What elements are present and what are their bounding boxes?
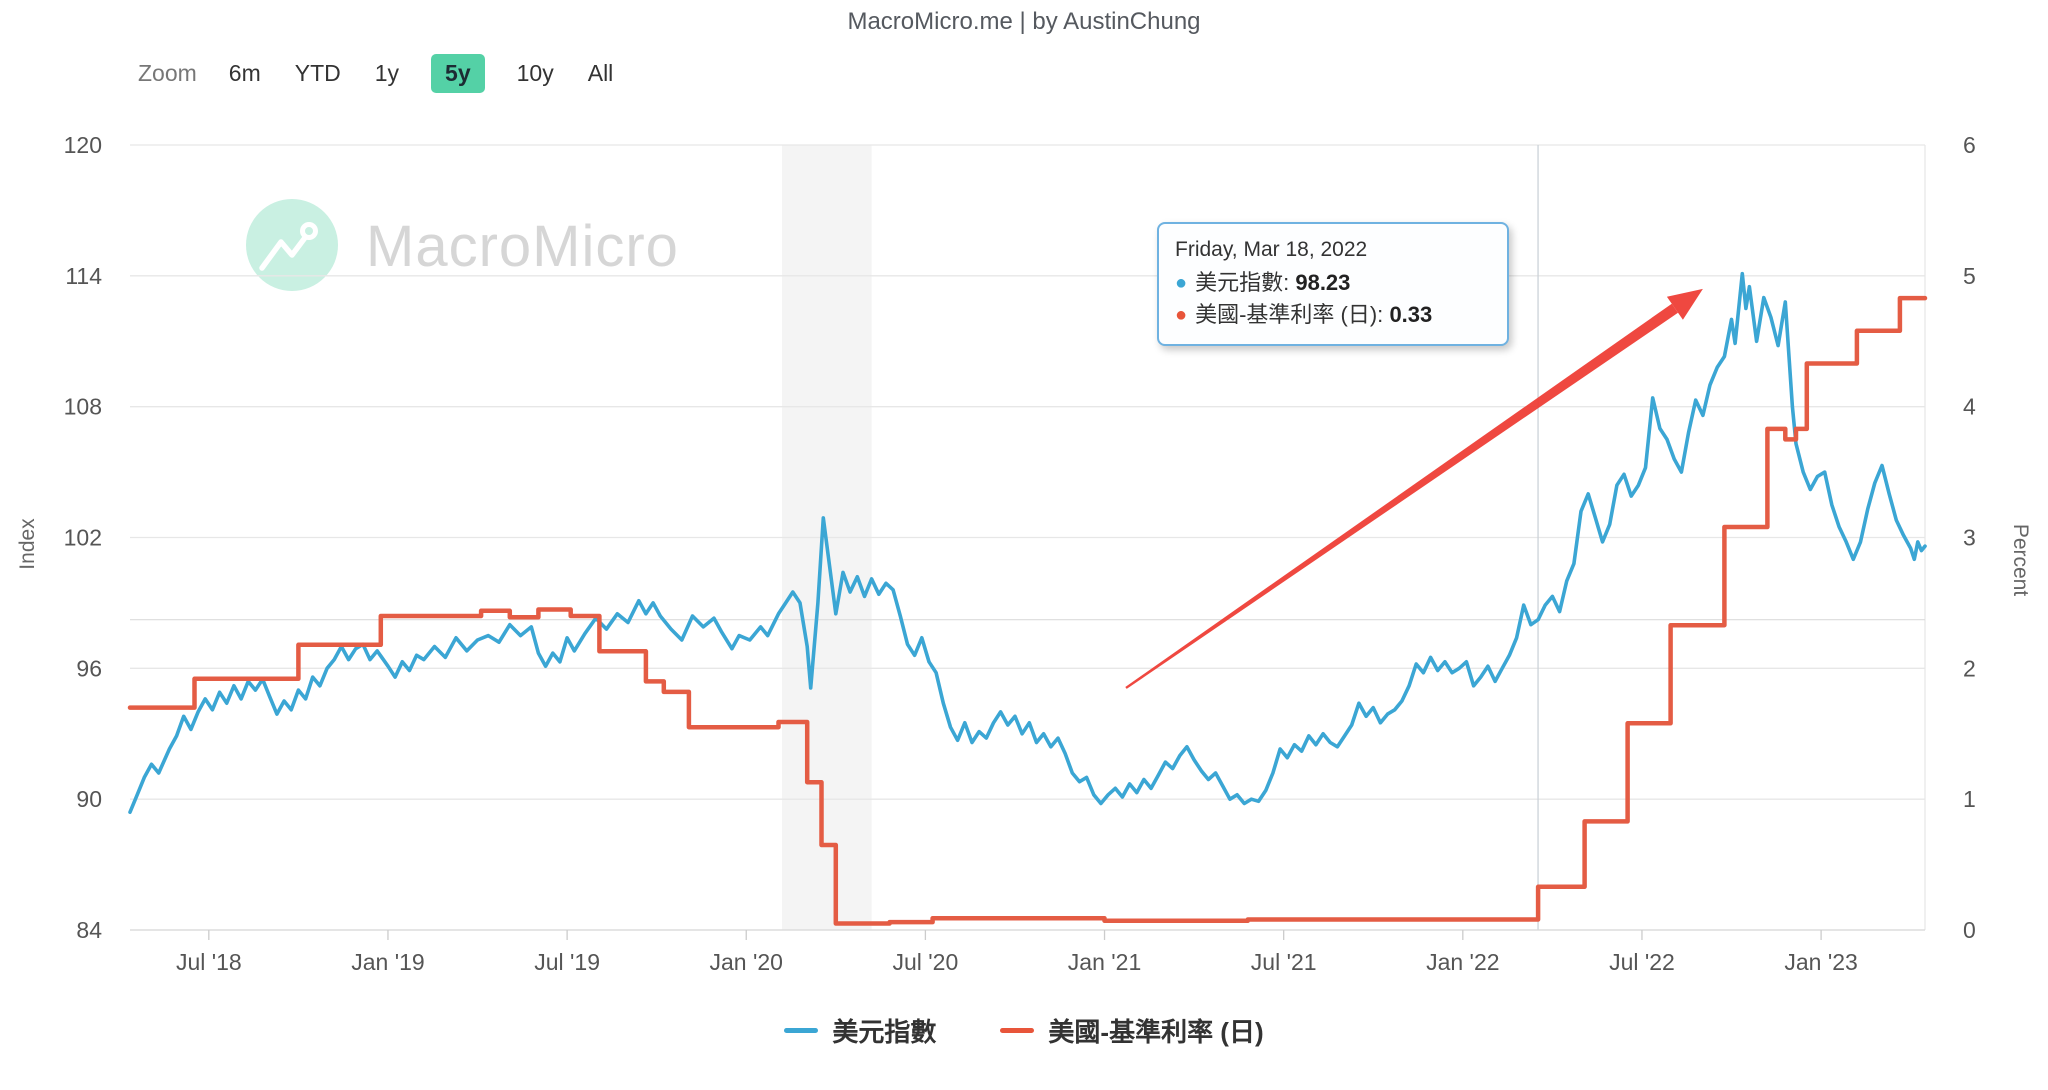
x-tick-label: Jan '20 <box>710 949 783 975</box>
left-tick-label: 108 <box>64 394 102 420</box>
watermark-linechart-icon <box>259 232 310 271</box>
watermark-circle-icon <box>246 199 338 291</box>
right-tick-label: 4 <box>1963 394 1976 420</box>
tooltip-date: Friday, Mar 18, 2022 <box>1175 238 1368 261</box>
chart-legend: 美元指數 美國-基準利率 (日) <box>0 1012 2048 1049</box>
chart-tooltip: Friday, Mar 18, 2022 ● 美元指數: 98.23 ● 美國-基準… <box>1157 222 1509 347</box>
right-tick-label: 2 <box>1963 655 1976 681</box>
series-marker-icon: ● <box>1175 272 1188 295</box>
left-tick-label: 102 <box>64 525 102 551</box>
legend-dxy-label: 美元指數 <box>832 1017 937 1047</box>
right-tick-label: 6 <box>1963 132 1976 158</box>
legend-rate-label: 美國-基準利率 (日) <box>1048 1017 1264 1047</box>
left-tick-label: 96 <box>76 655 102 681</box>
plot-area[interactable]: Jul '18 Jan '19 Jul '19 Jan '20 Jul '20 Jan '… <box>64 132 1976 975</box>
right-tick-label: 0 <box>1963 917 1976 943</box>
tooltip-row-rate: ● 美國-基準利率 (日): 0.33 <box>1175 299 1491 331</box>
x-tick-label: Jan '21 <box>1068 949 1141 975</box>
x-tick-label: Jul '21 <box>1251 949 1317 975</box>
range-button-10y[interactable]: 10y <box>515 54 556 93</box>
left-tick-label: 84 <box>76 917 102 943</box>
zoom-range-toolbar: Zoom 6m YTD 1y 5y 10y All <box>138 54 615 93</box>
x-tick-label: Jan '23 <box>1784 949 1857 975</box>
annotation-arrowhead-icon <box>1666 288 1703 320</box>
tooltip-row-dxy: ● 美元指數: 98.23 <box>1175 267 1491 299</box>
watermark: MacroMicro <box>246 199 679 291</box>
legend-item-rate[interactable]: 美國-基準利率 (日) <box>1000 1012 1264 1049</box>
tooltip-dxy-value: 98.23 <box>1295 270 1351 296</box>
x-tick-label: Jan '22 <box>1426 949 1499 975</box>
left-tick-label: 114 <box>65 263 102 289</box>
x-tick-label: Jul '18 <box>176 949 242 975</box>
right-tick-label: 5 <box>1963 263 1976 289</box>
x-tick-label: Jul '19 <box>534 949 600 975</box>
range-button-all[interactable]: All <box>586 54 616 93</box>
left-tick-label: 90 <box>76 786 102 812</box>
left-tick-label: 120 <box>64 132 102 158</box>
zoom-label: Zoom <box>138 60 197 86</box>
x-tick-label: Jan '19 <box>351 949 424 975</box>
tooltip-dxy-label: 美元指數: <box>1195 270 1290 296</box>
x-tick-label: Jul '22 <box>1609 949 1675 975</box>
right-tick-label: 1 <box>1963 786 1976 812</box>
left-axis-title: Index <box>16 518 39 570</box>
page-title: MacroMicro.me | by AustinChung <box>847 8 1201 35</box>
x-tick-label: Jul '20 <box>893 949 959 975</box>
legend-dash-icon <box>1000 1028 1035 1033</box>
legend-dash-icon <box>784 1028 819 1033</box>
series-line-rate[interactable] <box>127 295 1928 926</box>
series-marker-icon: ● <box>1175 304 1188 327</box>
range-button-5y[interactable]: 5y <box>431 54 485 93</box>
watermark-brand: MacroMicro <box>366 214 679 279</box>
series-line-dxy[interactable] <box>128 271 1927 814</box>
tooltip-rate-label: 美國-基準利率 (日): <box>1195 302 1384 328</box>
right-tick-label: 3 <box>1963 525 1976 551</box>
annotation-arrow-shaft <box>1125 303 1678 689</box>
tooltip-rate-value: 0.33 <box>1389 302 1433 328</box>
range-button-ytd[interactable]: YTD <box>293 54 343 93</box>
legend-item-dxy[interactable]: 美元指數 <box>784 1012 936 1049</box>
right-axis-title: Percent <box>2009 523 2032 597</box>
range-button-1y[interactable]: 1y <box>373 54 401 93</box>
watermark-dot-icon <box>300 222 318 240</box>
range-button-6m[interactable]: 6m <box>227 54 263 93</box>
